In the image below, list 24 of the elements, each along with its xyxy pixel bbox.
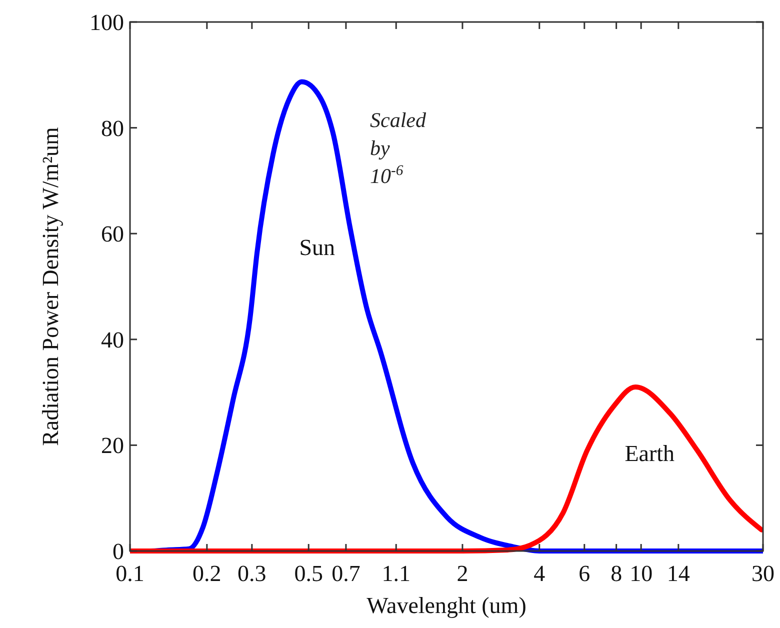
x-tick-label: 0.2: [192, 561, 222, 586]
x-tick-label: 30: [752, 561, 774, 586]
series-label: Earth: [624, 441, 676, 466]
x-tick-label: 8: [610, 561, 622, 586]
x-tick-label: 0.7: [332, 561, 360, 586]
x-tick-label: 10: [630, 561, 653, 586]
y-tick-label: 20: [101, 433, 124, 458]
y-tick-label: 60: [101, 222, 124, 247]
y-tick-label: 100: [90, 10, 124, 35]
x-tick-label: 14: [666, 561, 690, 586]
x-tick-label: 0.5: [294, 561, 323, 586]
x-axis-title: Wavelenght (um): [366, 593, 526, 618]
series-label: Sun: [299, 234, 336, 260]
annotation: Scaled by 10$^{-6}$: [370, 108, 426, 188]
x-tick-label: 0.1: [116, 561, 144, 586]
y-tick-label: 80: [101, 116, 124, 141]
y-axis-title: Radiation Power Density W/m²um: [38, 126, 63, 446]
x-tick-label: 6: [578, 561, 590, 586]
x-tick-label: 0.3: [238, 561, 266, 586]
x-tick-label: 1.1: [382, 561, 410, 586]
y-tick-label: 40: [101, 327, 124, 352]
y-tick-label: 0: [112, 539, 124, 564]
x-tick-label: 2: [456, 561, 468, 586]
x-tick-label: 4: [534, 561, 546, 586]
